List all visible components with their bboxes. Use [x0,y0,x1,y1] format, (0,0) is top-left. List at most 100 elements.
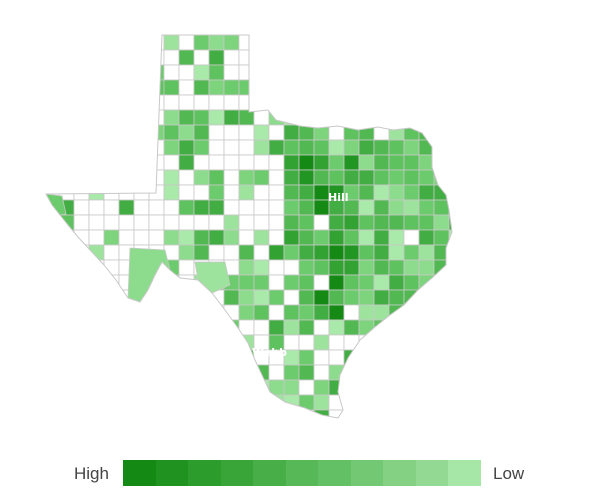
county[interactable] [328,394,345,411]
county[interactable] [313,169,330,186]
county[interactable] [328,109,345,126]
county[interactable] [448,409,464,425]
county[interactable] [103,274,120,291]
county[interactable] [133,229,150,246]
county[interactable] [118,35,135,51]
county[interactable] [44,304,60,321]
county[interactable] [298,94,315,111]
county[interactable] [73,409,90,425]
county[interactable] [103,64,120,81]
county[interactable] [403,409,420,425]
county[interactable] [283,289,300,306]
county[interactable] [328,304,345,321]
county[interactable] [73,259,90,276]
county[interactable] [88,409,105,425]
county[interactable] [88,199,105,216]
county[interactable] [133,304,150,321]
county[interactable] [208,394,225,411]
county[interactable] [148,109,165,126]
county[interactable] [118,79,135,96]
county[interactable] [178,169,195,186]
county[interactable] [103,35,120,51]
county[interactable] [223,394,240,411]
county[interactable] [268,139,285,156]
county[interactable] [328,64,345,81]
county[interactable] [298,199,315,216]
county[interactable] [403,244,420,261]
county[interactable] [118,394,135,411]
county[interactable] [58,169,75,186]
county[interactable] [208,35,225,51]
county[interactable] [433,274,450,291]
county[interactable] [133,379,150,396]
county[interactable] [283,64,300,81]
county[interactable] [103,394,120,411]
county[interactable] [343,94,360,111]
county[interactable] [103,349,120,366]
county[interactable] [328,229,345,246]
county[interactable] [313,229,330,246]
county[interactable] [223,199,240,216]
county[interactable] [208,304,225,321]
county[interactable] [358,35,375,51]
county[interactable] [283,199,300,216]
county[interactable] [418,94,435,111]
county[interactable] [283,244,300,261]
county[interactable] [118,94,135,111]
county[interactable] [223,184,240,201]
county[interactable] [133,364,150,381]
county[interactable] [388,49,405,66]
county[interactable] [268,304,285,321]
county[interactable] [193,124,210,141]
county[interactable] [298,154,315,171]
county[interactable] [388,35,405,51]
county[interactable] [127,247,171,303]
county[interactable] [44,289,60,306]
county[interactable] [343,49,360,66]
county[interactable] [358,184,375,201]
county[interactable] [253,289,270,306]
county[interactable] [313,349,330,366]
county[interactable] [88,94,105,111]
county[interactable] [103,319,120,336]
county[interactable] [193,304,210,321]
county[interactable] [223,109,240,126]
county[interactable] [418,109,435,126]
county[interactable] [418,319,435,336]
county[interactable] [148,379,165,396]
county[interactable] [433,394,450,411]
county[interactable] [313,199,330,216]
county[interactable] [223,319,240,336]
county[interactable] [403,184,420,201]
county[interactable] [148,124,165,141]
county[interactable] [223,169,240,186]
county[interactable] [448,94,464,111]
county[interactable] [44,244,60,261]
county[interactable] [223,349,240,366]
county[interactable] [373,409,390,425]
county[interactable] [163,169,180,186]
county[interactable] [433,409,450,425]
county[interactable] [208,64,225,81]
county[interactable] [403,154,420,171]
county[interactable] [433,64,450,81]
county[interactable] [193,319,210,336]
county[interactable] [448,259,464,276]
county[interactable] [88,214,105,231]
county[interactable] [238,379,255,396]
county[interactable] [433,304,450,321]
county[interactable] [118,49,135,66]
county[interactable] [253,109,270,126]
county[interactable] [283,274,300,291]
county[interactable] [433,35,450,51]
county[interactable] [433,49,450,66]
county[interactable] [448,349,464,366]
county[interactable] [73,124,90,141]
county[interactable] [328,319,345,336]
county[interactable] [163,94,180,111]
county[interactable] [388,244,405,261]
county[interactable] [58,409,75,425]
county[interactable] [283,409,300,425]
county[interactable] [193,154,210,171]
county[interactable] [44,229,60,246]
